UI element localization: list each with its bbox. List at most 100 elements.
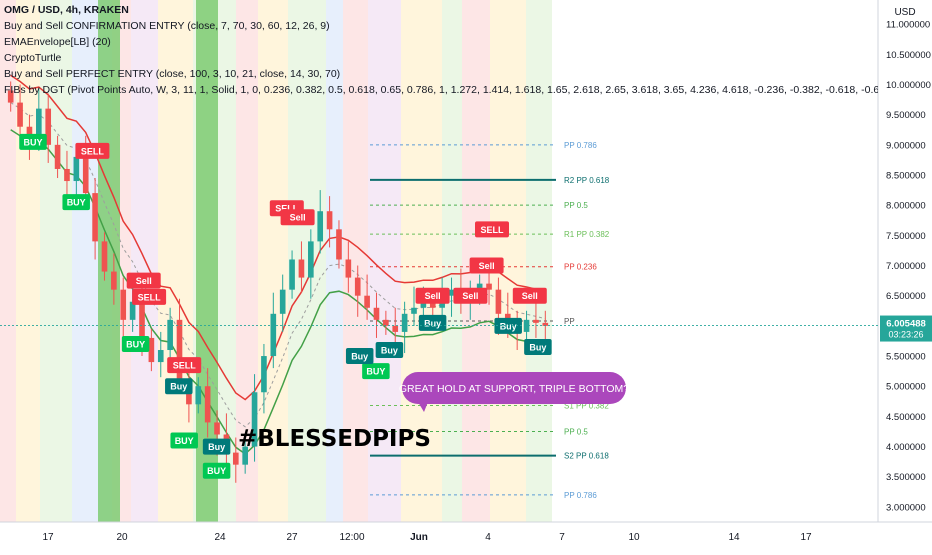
candle-body [270,313,277,357]
signal-marker-text: Sell [136,276,152,286]
signal-marker: BUY [170,432,198,449]
candle-body [523,319,530,332]
price-tick-label: 3.500000 [886,472,926,483]
price-tick-label: 10.000000 [886,80,931,91]
signal-marker: Buy [202,438,231,455]
candle-body [373,307,380,320]
signal-marker-box [75,142,110,159]
signal-marker-text: Buy [208,442,225,452]
signal-marker: BUY [62,194,90,211]
signal-marker: SELL [167,357,202,374]
signal-marker-box [362,363,390,380]
candle-body [279,289,286,314]
fib-level-label: PP 0.5 [564,201,588,210]
signal-marker-text: Buy [381,346,398,356]
session-band [401,0,442,522]
session-band [526,0,552,522]
signal-marker-text: Sell [479,261,495,271]
signal-marker-text: Buy [500,321,517,331]
signal-marker-text: Buy [170,382,187,392]
signal-marker: Sell [453,287,488,304]
candle-body [495,289,502,314]
signal-marker-box [62,194,90,211]
candle-body [45,108,52,145]
signal-marker-box [475,221,509,238]
signal-marker: BUY [362,363,390,380]
price-tick-label: 3.000000 [886,502,926,513]
signal-marker-box [375,342,404,359]
envelope-lower-line [10,129,546,455]
signal-marker-text: Sell [462,291,478,301]
candle-body [129,301,136,320]
bar-countdown: 03:23:26 [888,330,923,340]
time-tick-label: 7 [559,532,565,543]
signal-marker-text: BUY [175,436,194,446]
candle-body [486,283,492,290]
candle-body [82,156,89,194]
candle-body [167,319,173,351]
signal-marker-text: SELL [173,361,197,371]
signal-marker: SELL [132,288,167,305]
signal-marker-text: BUY [366,367,385,377]
signal-marker-text: SELL [81,146,105,156]
candle-body [92,193,98,242]
price-tick-label: 8.000000 [886,201,926,212]
indicator-crypto-turtle[interactable]: CryptoTurtle [4,52,62,64]
signal-marker: Buy [375,342,404,359]
candle-body [326,211,333,230]
signal-marker: Buy [524,338,552,355]
signal-marker-box [453,287,488,304]
session-band [326,0,343,522]
callout-bubble[interactable]: GREAT HOLD AT SUPPORT, TRIPLE BOTTOM? [399,372,629,412]
signal-marker: BUY [202,462,231,479]
signal-marker: Sell [280,209,315,226]
indicator-fibs-dgt[interactable]: FIBs by DGT (Pivot Points Auto, W, 3, 11… [4,84,878,96]
price-tick-label: 10.500000 [886,50,931,61]
signal-marker-text: BUY [126,339,145,349]
candle-body [17,102,23,127]
fib-level-label: PP 0.236 [564,263,597,272]
time-tick-label: 27 [286,532,298,543]
signal-marker: Buy [345,348,374,365]
indicator-ema-envelope[interactable]: EMAEnvelope[LB] (20) [4,36,111,48]
signal-marker-box [512,287,547,304]
session-band [442,0,462,522]
session-band [258,0,288,522]
candle-body [308,241,314,278]
signal-marker-box [415,287,450,304]
candle-body [542,322,549,326]
signal-marker: Buy [418,314,447,331]
signal-marker-box [202,438,231,455]
signal-marker-box [121,335,150,352]
indicator-perfect-entry[interactable]: Buy and Sell PERFECT ENTRY (close, 100, … [4,68,341,80]
currency-label: USD [894,7,915,18]
signal-marker: Buy [165,378,193,395]
signal-marker: Sell [512,287,547,304]
price-axis-panel [878,0,932,550]
price-tick-label: 4.000000 [886,442,926,453]
candle-body [120,289,127,320]
candle-body [26,126,33,139]
candle-body [195,386,202,405]
time-axis-panel [0,522,932,550]
price-tick-label: 5.500000 [886,352,926,363]
signal-marker: Sell [469,257,504,274]
session-band [236,0,258,522]
symbol-title[interactable]: OMG / USD, 4h, KRAKEN [4,4,129,16]
signal-marker-box [170,432,198,449]
candle-body [383,319,389,326]
candle-body [298,259,305,278]
fib-level-label: R2 PP 0.618 [564,176,610,185]
candle-body [251,392,258,447]
signal-marker: SELL [475,221,509,238]
signal-marker: SELL [75,142,110,159]
candle-body [429,301,436,308]
candle-body [54,144,61,169]
signal-marker: Sell [126,272,161,289]
price-tick-label: 5.000000 [886,382,926,393]
candle-body [64,168,70,182]
time-tick-label: 17 [800,532,812,543]
signal-marker-box [126,272,161,289]
indicator-confirmation-entry[interactable]: Buy and Sell CONFIRMATION ENTRY (close, … [4,20,330,32]
